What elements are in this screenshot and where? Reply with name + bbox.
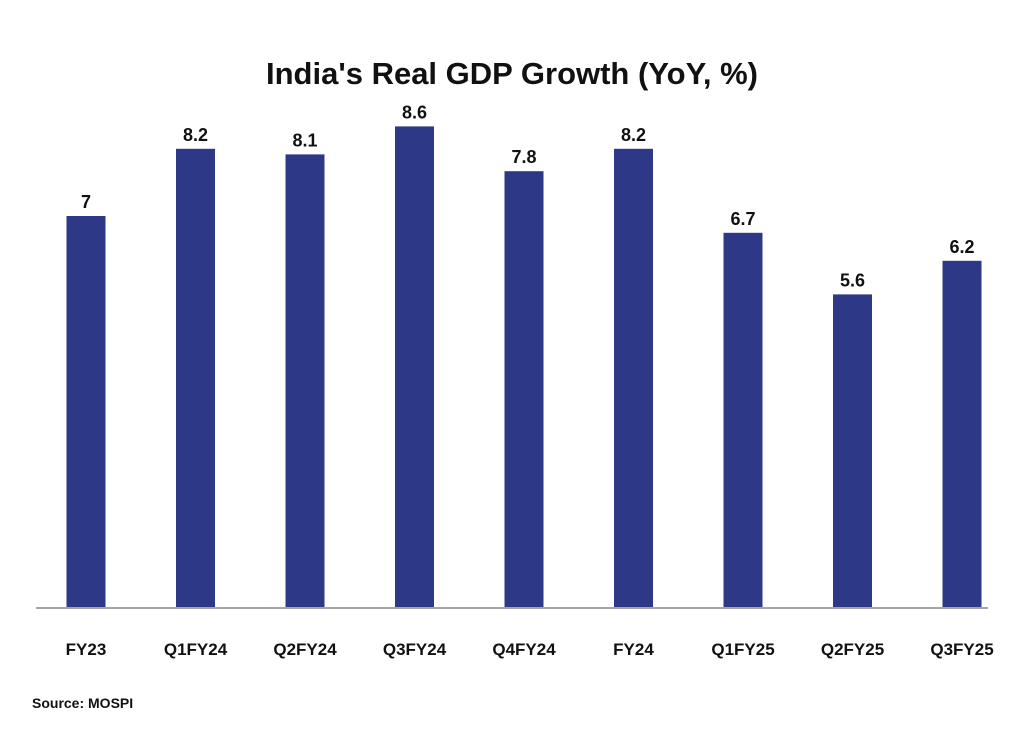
chart-title: India's Real GDP Growth (YoY, %) <box>266 56 758 91</box>
category-label-fy24: FY24 <box>613 640 654 659</box>
value-label-q2fy25: 5.6 <box>840 270 865 290</box>
category-label-q2fy24: Q2FY24 <box>273 640 337 659</box>
value-labels-group: 7 8.2 8.1 8.6 7.8 8.2 6.7 5.6 6.2 <box>81 102 975 290</box>
bar-q2fy24 <box>285 154 325 608</box>
bar-q1fy25 <box>723 232 763 609</box>
category-label-q4fy24: Q4FY24 <box>492 640 556 659</box>
source-note: Source: MOSPI <box>32 695 134 711</box>
bars-group <box>66 126 982 609</box>
category-label-q3fy25: Q3FY25 <box>930 640 993 659</box>
value-label-q1fy24: 8.2 <box>183 125 208 145</box>
bar-q3fy25 <box>942 260 982 608</box>
bar-fy23 <box>66 216 106 608</box>
bar-q1fy24 <box>176 148 215 609</box>
value-label-q2fy24: 8.1 <box>292 130 317 150</box>
value-label-fy23: 7 <box>81 192 91 212</box>
bar-q3fy24 <box>395 126 434 609</box>
category-label-q1fy24: Q1FY24 <box>164 640 228 659</box>
category-label-q2fy25: Q2FY25 <box>821 640 884 659</box>
value-label-q3fy24: 8.6 <box>402 102 427 122</box>
value-label-q3fy25: 6.2 <box>949 237 974 257</box>
bar-q2fy25 <box>833 294 872 608</box>
category-label-q3fy24: Q3FY24 <box>383 640 447 659</box>
value-label-q4fy24: 7.8 <box>511 147 536 167</box>
bar-fy24 <box>614 148 653 609</box>
category-label-q1fy25: Q1FY25 <box>711 640 774 659</box>
value-label-fy24: 8.2 <box>621 125 646 145</box>
value-label-q1fy25: 6.7 <box>730 209 755 229</box>
category-label-fy23: FY23 <box>66 640 107 659</box>
category-labels-group: FY23 Q1FY24 Q2FY24 Q3FY24 Q4FY24 FY24 Q1FY25 Q2… <box>66 640 994 659</box>
bar-q4fy24 <box>504 171 544 608</box>
